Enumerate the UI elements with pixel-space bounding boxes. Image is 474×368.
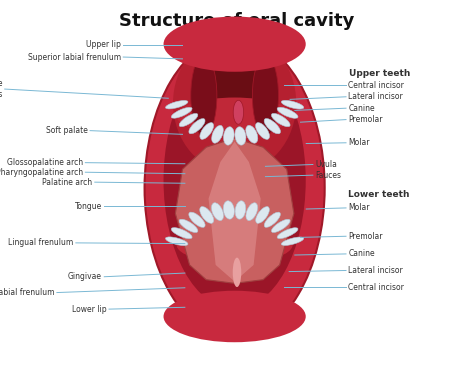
Text: Molar: Molar — [348, 204, 370, 212]
Text: Premolar: Premolar — [348, 232, 383, 241]
Ellipse shape — [272, 219, 290, 233]
Text: Lingual frenulum: Lingual frenulum — [8, 238, 73, 247]
Text: Premolar: Premolar — [348, 115, 383, 124]
Text: Upper lip: Upper lip — [86, 40, 121, 49]
Text: Canine: Canine — [348, 104, 375, 113]
Text: Gingivae: Gingivae — [68, 272, 102, 281]
Ellipse shape — [191, 55, 217, 136]
Polygon shape — [175, 138, 294, 283]
Ellipse shape — [179, 113, 198, 127]
Ellipse shape — [233, 258, 241, 287]
Ellipse shape — [255, 206, 269, 223]
Ellipse shape — [171, 228, 192, 238]
Ellipse shape — [211, 203, 223, 220]
Ellipse shape — [201, 44, 268, 118]
Text: Tongue: Tongue — [75, 202, 102, 210]
Text: Lower lip: Lower lip — [72, 305, 107, 314]
Text: Fauces: Fauces — [315, 171, 341, 180]
Text: Central incisor: Central incisor — [348, 283, 404, 291]
Text: Inferior labial frenulum: Inferior labial frenulum — [0, 288, 55, 297]
Ellipse shape — [281, 100, 304, 109]
Polygon shape — [209, 142, 261, 282]
Text: Lateral incisor: Lateral incisor — [348, 92, 403, 101]
Ellipse shape — [164, 291, 306, 342]
Ellipse shape — [164, 52, 306, 309]
Ellipse shape — [223, 201, 234, 219]
Ellipse shape — [200, 123, 214, 139]
Ellipse shape — [235, 127, 246, 145]
Ellipse shape — [171, 107, 192, 118]
Ellipse shape — [173, 33, 296, 173]
Ellipse shape — [277, 107, 298, 118]
Ellipse shape — [145, 37, 325, 339]
Text: Palatine arch: Palatine arch — [42, 178, 92, 187]
Ellipse shape — [252, 55, 279, 136]
Ellipse shape — [165, 100, 188, 109]
Ellipse shape — [235, 201, 246, 219]
Ellipse shape — [189, 118, 205, 134]
Ellipse shape — [212, 125, 223, 143]
Text: Structure of oral cavity: Structure of oral cavity — [119, 12, 355, 30]
Ellipse shape — [264, 212, 281, 227]
Ellipse shape — [233, 100, 244, 124]
Ellipse shape — [189, 212, 205, 227]
Text: Central incisor: Central incisor — [348, 81, 404, 90]
Ellipse shape — [224, 127, 234, 145]
Ellipse shape — [200, 206, 214, 223]
Ellipse shape — [277, 228, 298, 238]
Text: Hard palate and transverse
palatine folds: Hard palate and transverse palatine fold… — [0, 79, 2, 99]
Ellipse shape — [246, 203, 257, 220]
Ellipse shape — [176, 98, 292, 134]
Text: Uvula: Uvula — [315, 160, 337, 169]
Ellipse shape — [255, 123, 270, 139]
Text: Upper teeth: Upper teeth — [348, 69, 410, 78]
Text: Soft palate: Soft palate — [46, 126, 88, 135]
Ellipse shape — [246, 125, 258, 143]
Text: Lower teeth: Lower teeth — [348, 190, 410, 199]
Ellipse shape — [272, 113, 290, 127]
Text: Lateral incisor: Lateral incisor — [348, 266, 403, 275]
Ellipse shape — [176, 226, 292, 263]
Ellipse shape — [282, 237, 304, 245]
Text: Canine: Canine — [348, 250, 375, 258]
Text: Glossopalatine arch: Glossopalatine arch — [7, 158, 83, 167]
Text: Molar: Molar — [348, 138, 370, 147]
Text: Superior labial frenulum: Superior labial frenulum — [28, 53, 121, 61]
Text: Pharyngopalatine arch: Pharyngopalatine arch — [0, 168, 83, 177]
Ellipse shape — [165, 237, 188, 245]
Ellipse shape — [164, 17, 306, 72]
Ellipse shape — [179, 219, 198, 233]
Ellipse shape — [264, 118, 281, 134]
